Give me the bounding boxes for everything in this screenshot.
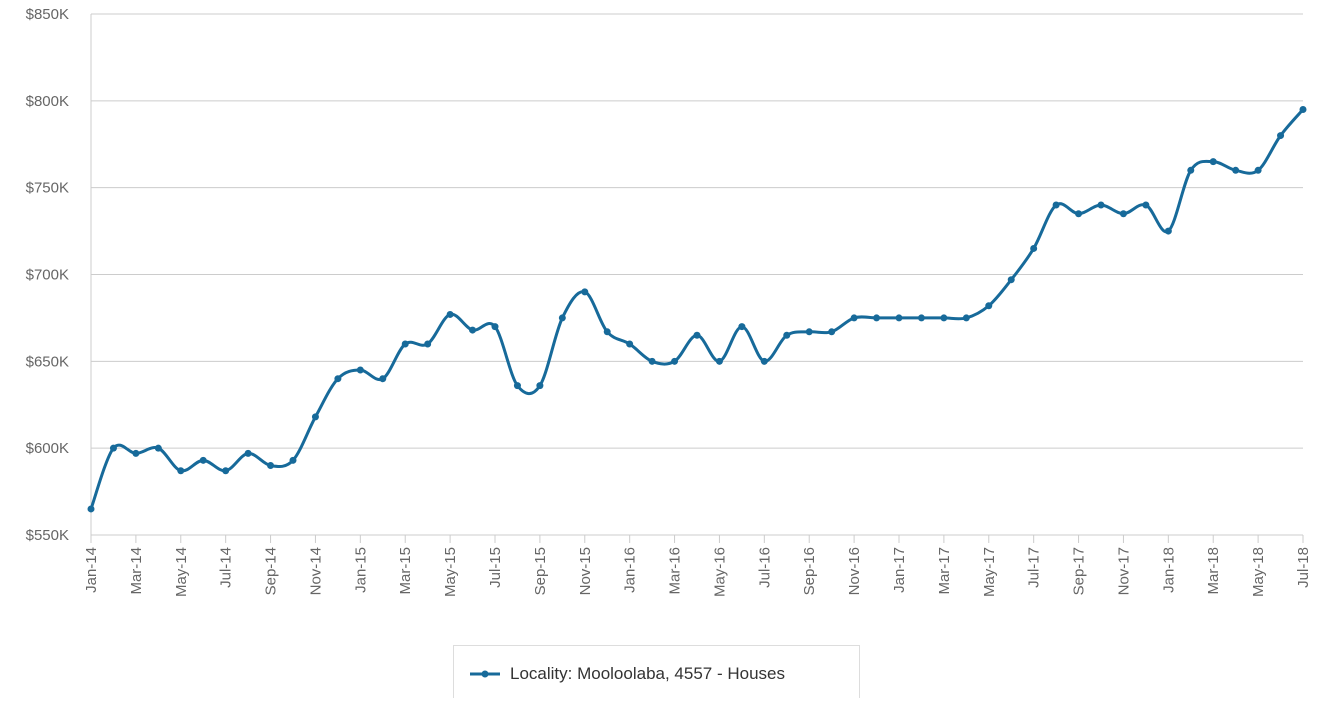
data-point: [401, 340, 409, 348]
x-tick-label: Mar-14: [128, 547, 145, 595]
legend: Locality: Mooloolaba, 4557 - Houses: [453, 645, 860, 702]
x-tick-label: Mar-16: [667, 547, 684, 595]
x-tick-label: Nov-17: [1115, 547, 1132, 595]
data-point: [154, 444, 162, 452]
data-point: [1007, 276, 1015, 284]
data-point: [873, 314, 881, 322]
x-tick-label: May-16: [711, 547, 728, 597]
legend-swatch-dot: [481, 670, 489, 678]
data-point: [1299, 106, 1307, 114]
data-point: [828, 328, 836, 336]
data-point: [917, 314, 925, 322]
data-point: [491, 323, 499, 331]
x-tick-label: Jan-16: [622, 547, 639, 593]
data-point: [783, 331, 791, 339]
x-tick-label: Jul-17: [1026, 547, 1043, 588]
data-point: [244, 449, 252, 457]
x-tick-label: Mar-15: [397, 547, 414, 595]
x-tick-label: Mar-17: [936, 547, 953, 595]
y-tick-label: $600K: [26, 440, 69, 457]
data-point: [222, 467, 230, 475]
data-point: [267, 462, 275, 470]
data-point: [760, 357, 768, 365]
data-point: [424, 340, 432, 348]
data-point: [1052, 201, 1060, 209]
data-point: [311, 413, 319, 421]
data-point: [109, 444, 117, 452]
data-point: [1232, 166, 1240, 174]
data-point: [738, 323, 746, 331]
data-point: [132, 449, 140, 457]
data-point: [1142, 201, 1150, 209]
x-tick-label: May-15: [442, 547, 459, 597]
x-tick-label: Jan-14: [83, 547, 100, 593]
data-point: [379, 375, 387, 383]
data-point: [715, 357, 723, 365]
data-point: [469, 326, 477, 334]
x-tick-label: Jul-16: [756, 547, 773, 588]
y-tick-label: $700K: [26, 267, 69, 284]
y-tick-label: $800K: [26, 93, 69, 110]
data-point: [199, 456, 207, 464]
data-point: [1187, 166, 1195, 174]
series-line: [89, 108, 1305, 510]
legend-box: [453, 645, 860, 702]
data-point: [1030, 244, 1038, 252]
x-tick-label: Sep-16: [801, 547, 818, 595]
y-tick-label: $750K: [26, 180, 69, 197]
x-tick-label: Jul-14: [218, 547, 235, 588]
x-tick-label: May-17: [981, 547, 998, 597]
data-point: [805, 328, 813, 336]
data-point: [850, 314, 858, 322]
x-tick-label: Jan-15: [352, 547, 369, 593]
data-point: [289, 456, 297, 464]
data-point: [446, 310, 454, 318]
x-tick-label: Sep-14: [263, 547, 280, 595]
x-tick-label: Sep-17: [1071, 547, 1088, 595]
data-point: [1075, 210, 1083, 218]
data-point: [895, 314, 903, 322]
x-tick-label: Nov-14: [307, 547, 324, 595]
x-tick-label: Jan-17: [891, 547, 908, 593]
data-point: [177, 467, 185, 475]
data-point: [648, 357, 656, 365]
data-point: [581, 288, 589, 296]
legend-label: Locality: Mooloolaba, 4557 - Houses: [510, 664, 785, 683]
data-point: [671, 357, 679, 365]
x-tick-label: Jul-15: [487, 547, 504, 588]
y-tick-label: $850K: [26, 6, 69, 23]
data-point: [356, 366, 364, 374]
data-point: [558, 314, 566, 322]
data-point: [962, 314, 970, 322]
data-point: [513, 382, 521, 390]
x-tick-label: Jan-18: [1160, 547, 1177, 593]
x-tick-label: May-14: [173, 547, 190, 597]
data-point: [626, 340, 634, 348]
x-tick-label: Sep-15: [532, 547, 549, 595]
data-point: [1209, 158, 1217, 166]
data-point: [1164, 227, 1172, 235]
y-tick-label: $650K: [26, 353, 69, 370]
data-point: [693, 331, 701, 339]
data-point: [87, 505, 95, 513]
data-point: [1254, 166, 1262, 174]
x-tick-label: May-18: [1250, 547, 1267, 597]
x-tick-label: Nov-15: [577, 547, 594, 595]
data-point: [536, 382, 544, 390]
y-tick-label: $550K: [26, 527, 69, 544]
data-point: [940, 314, 948, 322]
data-point: [603, 328, 611, 336]
data-point: [334, 375, 342, 383]
x-tick-label: Mar-18: [1205, 547, 1222, 595]
data-point: [1277, 132, 1285, 140]
data-point: [1119, 210, 1127, 218]
data-point: [985, 302, 993, 310]
x-tick-label: Jul-18: [1295, 547, 1312, 588]
x-tick-label: Nov-16: [846, 547, 863, 595]
data-point: [1097, 201, 1105, 209]
